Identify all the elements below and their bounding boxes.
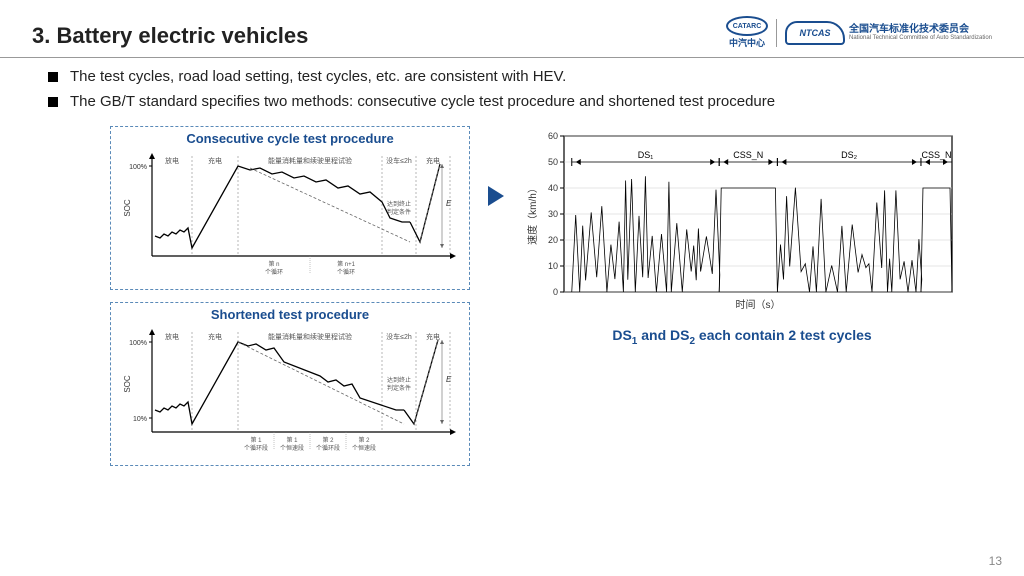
- ntcas-en: National Technical Committee of Auto Sta…: [849, 35, 992, 42]
- svg-text:SOC: SOC: [123, 199, 132, 217]
- shortened-title: Shortened test procedure: [117, 307, 463, 322]
- bullet-list: The test cycles, road load setting, test…: [0, 58, 1024, 122]
- svg-text:CSS_N: CSS_N: [733, 150, 763, 160]
- left-column: Consecutive cycle test procedure 放电充电能量消…: [110, 126, 470, 466]
- svg-text:第 n+1: 第 n+1: [337, 260, 356, 268]
- svg-text:DS₁: DS₁: [638, 150, 654, 160]
- svg-text:个循环: 个循环: [265, 268, 283, 276]
- svg-text:第 1: 第 1: [286, 436, 298, 444]
- svg-text:第 2: 第 2: [322, 436, 334, 444]
- svg-text:能量消耗量和续驶里程试验: 能量消耗量和续驶里程试验: [268, 156, 352, 165]
- svg-text:能量消耗量和续驶里程试验: 能量消耗量和续驶里程试验: [268, 332, 352, 341]
- svg-text:放电: 放电: [165, 156, 179, 165]
- svg-text:50: 50: [548, 157, 558, 167]
- right-column: 0 10 20 30 40 50 60 速度（km/h） 时间（s） DS₁ CSS_N DS₂ CSS…: [522, 126, 962, 347]
- catarc-cn: 中汽中心: [729, 36, 765, 49]
- header: 3. Battery electric vehicles CATARC 中汽中心…: [0, 0, 1024, 58]
- svg-text:100%: 100%: [129, 340, 147, 347]
- svg-text:个恒速段: 个恒速段: [280, 444, 304, 452]
- svg-text:100%: 100%: [129, 164, 147, 171]
- ntcas-text: 全国汽车标准化技术委员会 National Technical Committe…: [849, 24, 992, 42]
- shortened-chart: 放电 充电 能量消耗量和续驶里程试验 没车≤2h 充电 100% 10% SOC 达到终止判定条…: [117, 324, 463, 454]
- svg-text:达到终止: 达到终止: [387, 200, 411, 208]
- svg-text:没车≤2h: 没车≤2h: [386, 156, 412, 165]
- svg-text:60: 60: [548, 131, 558, 141]
- svg-text:E: E: [446, 199, 452, 208]
- svg-text:没车≤2h: 没车≤2h: [386, 332, 412, 341]
- ntcas-logo: NTCAS 全国汽车标准化技术委员会 National Technical Co…: [785, 21, 992, 45]
- speed-chart: 0 10 20 30 40 50 60 速度（km/h） 时间（s） DS₁ CSS_N DS₂ CSS…: [522, 126, 962, 316]
- svg-text:充电: 充电: [208, 156, 222, 165]
- logo-divider: [776, 19, 777, 47]
- svg-text:第 n: 第 n: [268, 260, 279, 268]
- bullet-item: The test cycles, road load setting, test…: [48, 68, 984, 85]
- svg-text:判定条件: 判定条件: [387, 208, 411, 216]
- logo-bar: CATARC 中汽中心 NTCAS 全国汽车标准化技术委员会 National …: [726, 16, 992, 49]
- svg-text:0: 0: [553, 287, 558, 297]
- catarc-icon: CATARC: [726, 16, 768, 36]
- svg-text:充电: 充电: [426, 156, 440, 165]
- svg-text:充电: 充电: [208, 332, 222, 341]
- speed-caption: DS1 and DS2 each contain 2 test cycles: [522, 327, 962, 347]
- svg-text:CSS_N: CSS_N: [921, 150, 951, 160]
- arrow-right-icon: [488, 186, 504, 206]
- svg-text:个循环段: 个循环段: [316, 444, 340, 452]
- svg-text:判定条件: 判定条件: [387, 384, 411, 392]
- svg-text:SOC: SOC: [123, 375, 132, 393]
- svg-text:DS₂: DS₂: [841, 150, 858, 160]
- arrow-column: [488, 126, 504, 206]
- svg-text:第 2: 第 2: [358, 436, 370, 444]
- svg-text:第 1: 第 1: [250, 436, 262, 444]
- shortened-procedure-box: Shortened test procedure 放电 充电 能量消耗量和续驶里程试…: [110, 302, 470, 466]
- svg-text:个恒速段: 个恒速段: [352, 444, 376, 452]
- svg-text:时间（s）: 时间（s）: [736, 298, 781, 311]
- svg-text:10%: 10%: [133, 416, 147, 423]
- ntcas-icon: NTCAS: [785, 21, 845, 45]
- consecutive-chart: 放电 充电 能量消耗量和续驶里程试验 没车≤2h 充电 100% SOC 达到终止判定条件 E 第…: [117, 148, 463, 278]
- ntcas-cn: 全国汽车标准化技术委员会: [849, 24, 992, 35]
- svg-text:达到终止: 达到终止: [387, 376, 411, 384]
- page-title: 3. Battery electric vehicles: [32, 23, 308, 49]
- consecutive-procedure-box: Consecutive cycle test procedure 放电 充电 能量消…: [110, 126, 470, 290]
- svg-text:E: E: [446, 375, 452, 384]
- svg-text:个循环: 个循环: [337, 268, 355, 276]
- consecutive-title: Consecutive cycle test procedure: [117, 131, 463, 146]
- svg-text:充电: 充电: [426, 332, 440, 341]
- page-number: 13: [989, 554, 1002, 568]
- svg-text:速度（km/h）: 速度（km/h）: [526, 183, 539, 245]
- svg-text:40: 40: [548, 183, 558, 193]
- svg-text:30: 30: [548, 209, 558, 219]
- content-area: Consecutive cycle test procedure 放电充电能量消…: [0, 122, 1024, 466]
- catarc-logo: CATARC 中汽中心: [726, 16, 768, 49]
- bullet-item: The GB/T standard specifies two methods:…: [48, 93, 984, 110]
- svg-text:个循环段: 个循环段: [244, 444, 268, 452]
- svg-text:20: 20: [548, 235, 558, 245]
- svg-text:10: 10: [548, 261, 558, 271]
- svg-text:放电: 放电: [165, 332, 179, 341]
